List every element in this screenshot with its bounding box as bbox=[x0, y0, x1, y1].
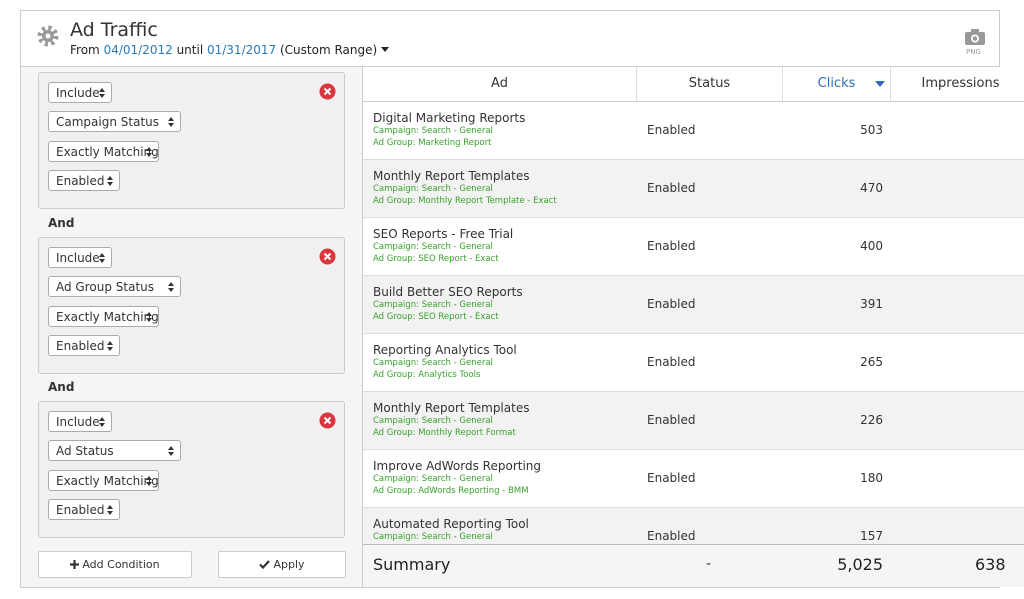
table-row[interactable] bbox=[363, 276, 1024, 334]
clicks: 157 bbox=[860, 529, 883, 543]
ad-name: Improve AdWords Reporting bbox=[373, 459, 542, 473]
mode-select[interactable]: Include bbox=[48, 411, 112, 432]
page-title: Ad Traffic bbox=[70, 19, 158, 41]
apply-label: Apply bbox=[273, 558, 305, 571]
ad-name: Build Better SEO Reports bbox=[373, 285, 523, 299]
campaign: Campaign: Search - General bbox=[373, 474, 493, 484]
date-range[interactable]: From 04/01/2012 until 01/31/2017 (Custom… bbox=[70, 43, 389, 57]
clicks: 226 bbox=[860, 413, 883, 427]
clicks: 503 bbox=[860, 123, 883, 137]
summary-clicks: 5,025 bbox=[837, 555, 883, 574]
connector-label: And bbox=[48, 380, 75, 394]
campaign: Campaign: Search - General bbox=[373, 532, 493, 542]
clicks: 400 bbox=[860, 239, 883, 253]
apply-button[interactable]: Apply bbox=[218, 551, 346, 578]
status: Enabled bbox=[647, 239, 696, 253]
header-divider bbox=[20, 66, 1000, 67]
status: Enabled bbox=[647, 123, 696, 137]
column-header[interactable]: Clicks bbox=[783, 67, 891, 101]
campaign: Campaign: Search - General bbox=[373, 416, 493, 426]
ad-group: Ad Group: Monthly Report Format bbox=[373, 428, 516, 438]
table-header bbox=[363, 67, 1024, 102]
sort-indicator bbox=[875, 81, 885, 87]
clicks: 470 bbox=[860, 181, 883, 195]
campaign: Campaign: Search - General bbox=[373, 300, 493, 310]
campaign: Campaign: Search - General bbox=[373, 242, 493, 252]
ad-group: Ad Group: SEO Report - Exact bbox=[373, 254, 499, 264]
ad-group: Ad Group: Monthly Report Template - Exac… bbox=[373, 196, 557, 206]
operator-select[interactable]: Exactly Matching bbox=[48, 141, 159, 162]
until-label: until bbox=[176, 43, 204, 57]
value-select[interactable]: Enabled bbox=[48, 170, 120, 191]
campaign: Campaign: Search - General bbox=[373, 126, 493, 136]
add-condition-label: Add Condition bbox=[82, 558, 160, 571]
ad-name: Digital Marketing Reports bbox=[373, 111, 526, 125]
export-label: PNG bbox=[966, 48, 981, 56]
status: Enabled bbox=[647, 529, 696, 543]
from-label: From bbox=[70, 43, 100, 57]
mode-select[interactable]: Include bbox=[48, 82, 112, 103]
summary-status: - bbox=[706, 556, 712, 572]
mode-select[interactable]: Include bbox=[48, 247, 112, 268]
clicks: 180 bbox=[860, 471, 883, 485]
ad-name: Automated Reporting Tool bbox=[373, 517, 529, 531]
ad-name: Reporting Analytics Tool bbox=[373, 343, 517, 357]
connector-label: And bbox=[48, 216, 75, 230]
table-row[interactable] bbox=[363, 392, 1024, 450]
table-row[interactable] bbox=[363, 218, 1024, 276]
ad-name: Monthly Report Templates bbox=[373, 169, 530, 183]
camera-icon[interactable] bbox=[964, 28, 986, 46]
campaign: Campaign: Search - General bbox=[373, 358, 493, 368]
value-select[interactable]: Enabled bbox=[48, 499, 120, 520]
status: Enabled bbox=[647, 413, 696, 427]
remove-condition[interactable] bbox=[319, 83, 336, 100]
clicks: 265 bbox=[860, 355, 883, 369]
table-row[interactable] bbox=[363, 334, 1024, 392]
column-header[interactable]: Impressions bbox=[891, 67, 1024, 101]
settings-icon[interactable] bbox=[36, 24, 60, 48]
ad-name: SEO Reports - Free Trial bbox=[373, 227, 514, 241]
range-label[interactable]: (Custom Range) bbox=[279, 43, 378, 57]
summary-label: Summary bbox=[373, 555, 451, 574]
add-condition-button[interactable]: Add Condition bbox=[38, 551, 192, 578]
data-table: Ad Status Clicks Impressions Digital Marketi… bbox=[363, 67, 1024, 587]
campaign: Campaign: Search - General bbox=[373, 184, 493, 194]
field-select[interactable]: Campaign Status bbox=[48, 111, 181, 132]
range-caret bbox=[381, 47, 389, 52]
ad-group: Ad Group: AdWords Reporting - BMM bbox=[373, 486, 529, 496]
ad-group: Ad Group: Marketing Report bbox=[373, 138, 492, 148]
end-date[interactable]: 01/31/2017 bbox=[206, 43, 277, 57]
remove-condition[interactable] bbox=[319, 412, 336, 429]
status: Enabled bbox=[647, 355, 696, 369]
field-select[interactable]: Ad Group Status bbox=[48, 276, 181, 297]
column-header[interactable]: Ad bbox=[363, 67, 637, 101]
operator-select[interactable]: Exactly Matching bbox=[48, 470, 159, 491]
status: Enabled bbox=[647, 297, 696, 311]
start-date[interactable]: 04/01/2012 bbox=[103, 43, 173, 57]
remove-condition[interactable] bbox=[319, 248, 336, 265]
ad-name: Monthly Report Templates bbox=[373, 401, 530, 415]
ad-group: Ad Group: Analytics Tools bbox=[373, 370, 481, 380]
column-header[interactable]: Status bbox=[637, 67, 783, 101]
table-row[interactable] bbox=[363, 450, 1024, 508]
operator-select[interactable]: Exactly Matching bbox=[48, 306, 159, 327]
value-select[interactable]: Enabled bbox=[48, 335, 120, 356]
clicks: 391 bbox=[860, 297, 883, 311]
field-select[interactable]: Ad Status bbox=[48, 440, 181, 461]
table-row[interactable] bbox=[363, 160, 1024, 218]
status: Enabled bbox=[647, 181, 696, 195]
table-row[interactable] bbox=[363, 102, 1024, 160]
status: Enabled bbox=[647, 471, 696, 485]
summary-impressions: 638 bbox=[975, 555, 1006, 574]
ad-group: Ad Group: SEO Report - Exact bbox=[373, 312, 499, 322]
summary-row bbox=[363, 544, 1024, 587]
